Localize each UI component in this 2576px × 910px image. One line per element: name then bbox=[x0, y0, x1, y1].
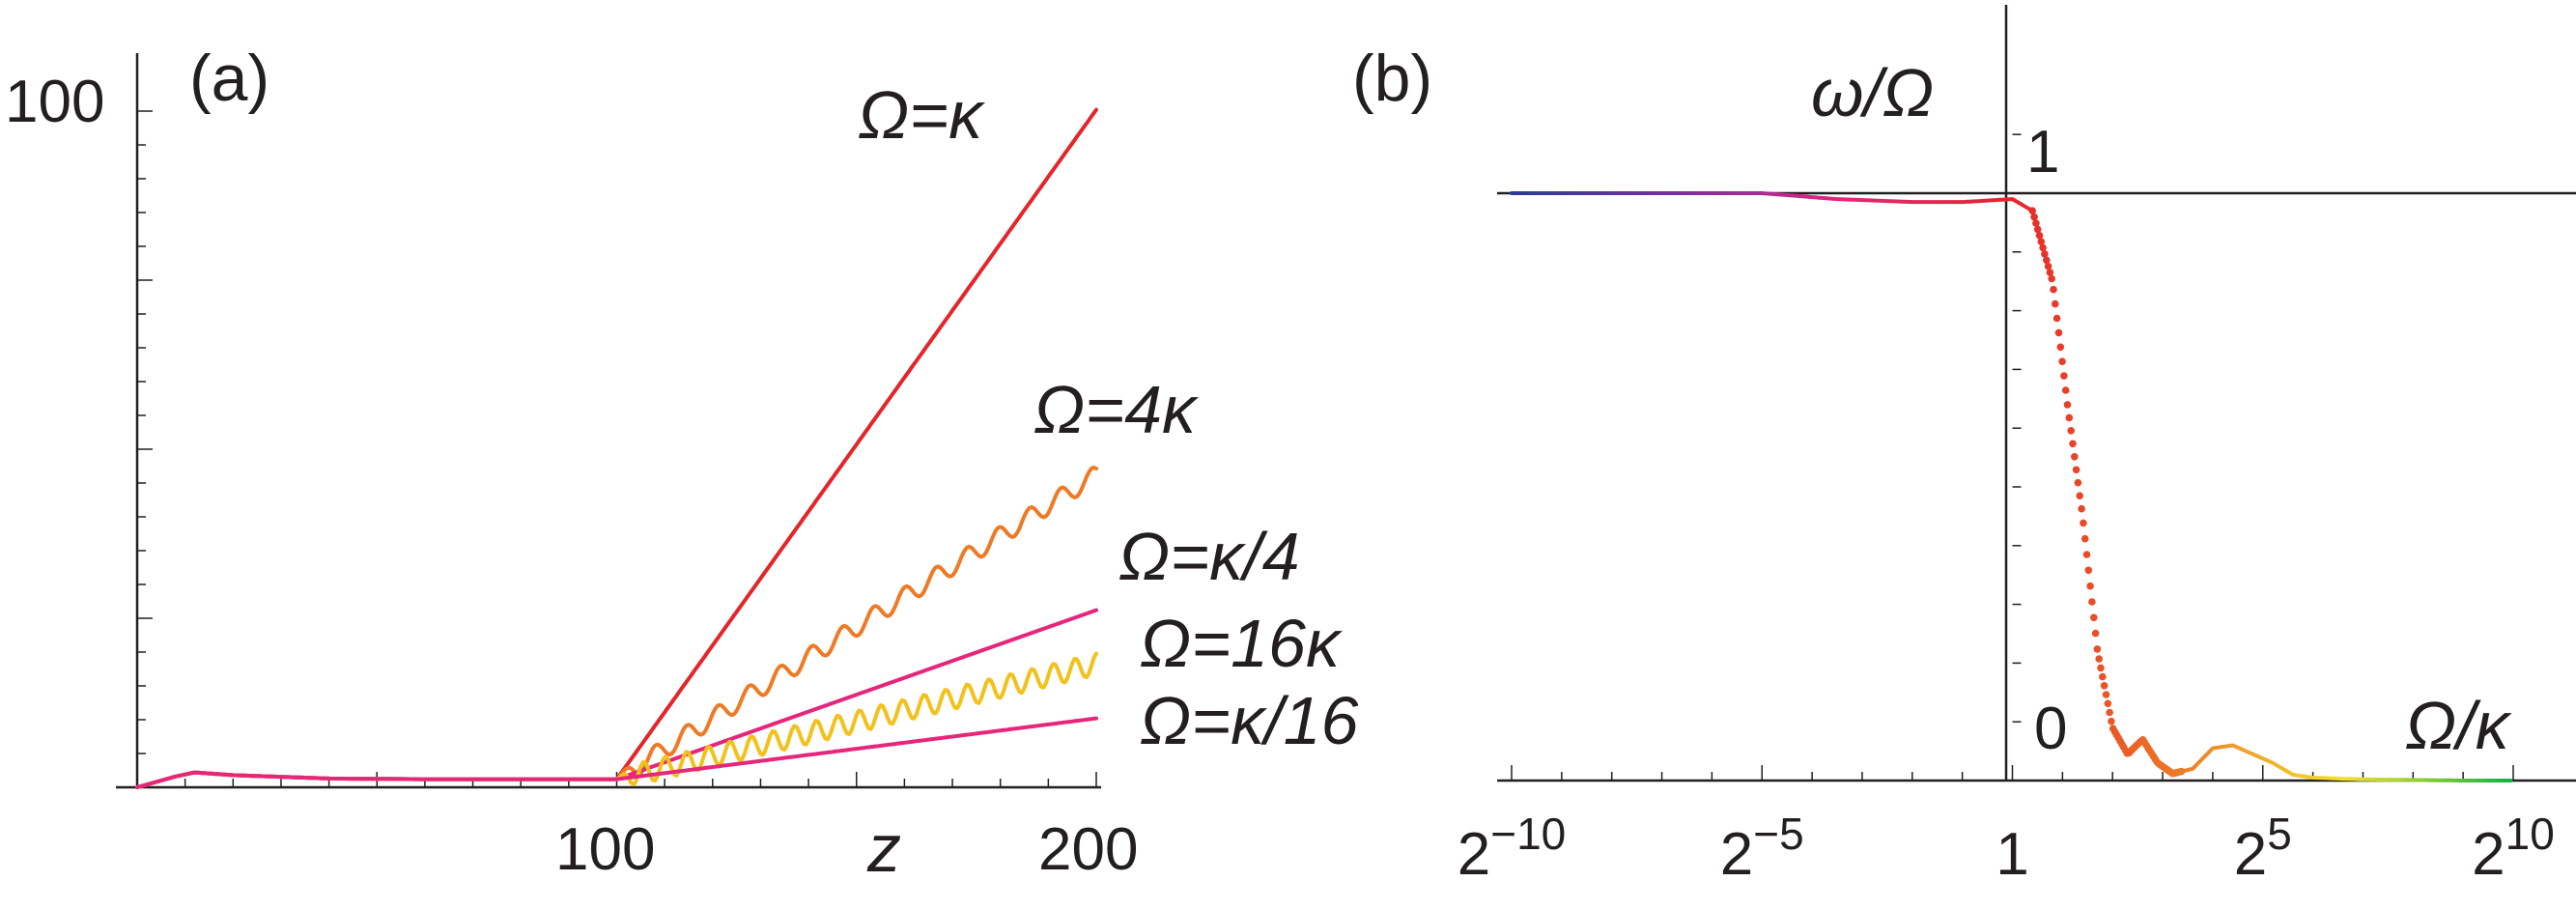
panel-b-curve-point bbox=[2099, 672, 2107, 681]
panel-b-minor-ticks bbox=[1511, 133, 2514, 781]
panel-b-curve-point bbox=[2032, 219, 2040, 227]
panel-a-series-2 bbox=[135, 466, 1098, 789]
panel-b-curve-point bbox=[2084, 566, 2093, 575]
panel-b-x-axis-label: Ω/κ bbox=[2405, 688, 2512, 763]
panel-b-x-tick-label: 2−5 bbox=[1720, 809, 1804, 888]
panel-b-curve-point bbox=[2097, 664, 2105, 672]
panel-b-x-tick-label: 25 bbox=[2234, 809, 2292, 888]
label-omega-16kappa: Ω=16κ bbox=[1140, 606, 1343, 681]
panel-b-curve-point bbox=[2072, 466, 2081, 474]
label-omega-kappa-over-4: Ω=κ/4 bbox=[1118, 519, 1300, 594]
panel-b-curve-point bbox=[2052, 299, 2059, 308]
panel-b-curve-point bbox=[2039, 243, 2047, 252]
panel-a: 100 100 200 z (a) Ω=κ Ω=4κ Ω=κ/4 Ω=16κ Ω… bbox=[5, 42, 1359, 886]
panel-a-series-group bbox=[135, 107, 1098, 789]
panel-b-curve-point bbox=[2076, 492, 2083, 499]
label-omega-4kappa: Ω=4κ bbox=[1033, 372, 1199, 447]
panel-b-curve-point bbox=[2041, 250, 2049, 258]
panel-b-curve-point bbox=[2081, 534, 2089, 543]
panel-b-curve-point bbox=[2074, 478, 2082, 487]
panel-a-series-4 bbox=[135, 651, 1098, 789]
panel-a-series-5 bbox=[135, 716, 1098, 789]
panel-a-label: (a) bbox=[189, 42, 269, 115]
panel-b-curve-point bbox=[2065, 413, 2074, 422]
panel-b-curve-point bbox=[2069, 440, 2077, 448]
panel-b-curve-point bbox=[2037, 238, 2046, 245]
panel-b-curve-point bbox=[2050, 285, 2057, 294]
panel-b-curve-point bbox=[2102, 691, 2110, 698]
panel-b-x-tick-label: 210 bbox=[2472, 809, 2555, 888]
panel-b-curve-point bbox=[2088, 598, 2096, 606]
panel-b-curve-point bbox=[2078, 504, 2085, 513]
panel-a-x-tick-200: 200 bbox=[1038, 816, 1138, 883]
panel-b-curve-left bbox=[1510, 191, 2032, 212]
panel-b-curve-point bbox=[2095, 655, 2103, 663]
panel-b-curve-point bbox=[2052, 314, 2061, 323]
panel-a-series-1 bbox=[135, 107, 1098, 789]
panel-b-curve-point bbox=[2106, 708, 2113, 717]
panel-b-curve-point bbox=[2091, 629, 2100, 638]
panel-b-curve-point bbox=[2104, 699, 2112, 708]
panel-b-curve-point bbox=[2056, 343, 2065, 352]
panel-b-curve-point bbox=[2063, 401, 2072, 409]
panel-b-curve-point bbox=[2043, 256, 2051, 265]
panel-b-curve-point bbox=[2061, 386, 2070, 394]
panel-b-curve-point bbox=[2046, 269, 2054, 276]
panel-a-x-axis-label: z bbox=[866, 810, 901, 886]
panel-b-y-tick-0: 0 bbox=[2034, 696, 2067, 762]
panel-b-curve-point bbox=[2100, 682, 2109, 690]
panel-b: (b) ω/Ω Ω/κ 1 0 2−10 2−5 1 25 210 bbox=[1352, 5, 2576, 888]
panel-a-minor-ticks bbox=[137, 110, 1097, 787]
panel-b-curve-point bbox=[2033, 225, 2042, 234]
panel-b-curve-point bbox=[2067, 427, 2075, 435]
panel-b-curve-right bbox=[2180, 743, 2513, 782]
panel-b-label: (b) bbox=[1352, 42, 1432, 115]
panel-b-curve-point bbox=[2108, 717, 2115, 725]
panel-b-curve-point bbox=[2035, 232, 2044, 240]
label-omega-kappa-over-16: Ω=κ/16 bbox=[1140, 683, 1359, 758]
panel-b-curve-point bbox=[2028, 207, 2036, 214]
panel-a-y-tick-100: 100 bbox=[5, 69, 104, 135]
panel-b-x-tick-label: 1 bbox=[1996, 821, 2028, 888]
panel-b-curve-point bbox=[2058, 357, 2066, 366]
panel-b-x-tick-label: 2−10 bbox=[1458, 809, 1567, 888]
panel-b-series-group bbox=[1510, 191, 2513, 782]
panel-b-x-tick-labels: 2−10 2−5 1 25 210 bbox=[1458, 809, 2555, 888]
panel-b-curve-point bbox=[2030, 213, 2038, 221]
panel-b-curve-point bbox=[2048, 274, 2055, 283]
panel-b-curve-point bbox=[2082, 551, 2091, 558]
panel-b-curve-point bbox=[2054, 328, 2063, 337]
panel-b-curve-point bbox=[2080, 519, 2087, 527]
panel-b-curve-point bbox=[2090, 613, 2098, 622]
panel-a-x-tick-100: 100 bbox=[555, 816, 655, 883]
panel-b-curve-point bbox=[2093, 645, 2102, 653]
panel-b-y-axis-label: ω/Ω bbox=[1811, 55, 1934, 130]
panel-b-y-tick-1: 1 bbox=[2026, 119, 2059, 185]
panel-b-curve-point bbox=[2071, 453, 2079, 461]
panel-b-curve-point bbox=[2086, 582, 2094, 590]
panel-b-curve-point bbox=[2044, 262, 2052, 270]
label-omega-kappa: Ω=κ bbox=[858, 77, 985, 153]
panel-b-curve-point bbox=[2060, 372, 2068, 380]
